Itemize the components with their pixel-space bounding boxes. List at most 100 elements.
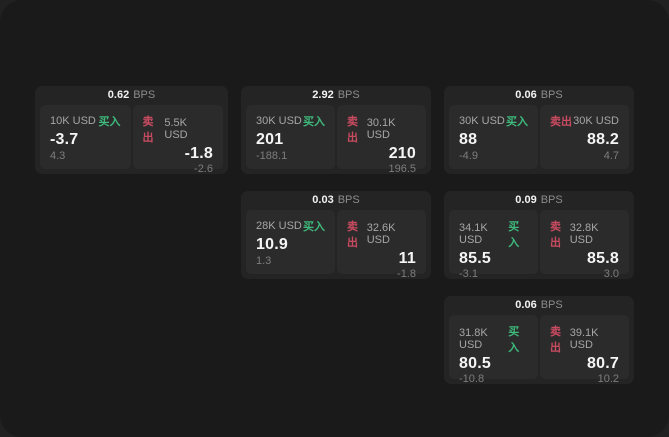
buy-pane-top: 31.8K USD 买入 [459, 323, 528, 355]
buy-price: 201 [256, 130, 284, 148]
sell-amount: 32.8K USD [569, 222, 599, 246]
sell-label: 卖出 [142, 116, 154, 144]
sell-pane[interactable]: 卖出 32.6K USD 11 -1.8 [337, 210, 426, 280]
sell-delta: 196.5 [388, 163, 416, 175]
quote-body: 31.8K USD 买入 80.5 -10.8 卖出 39.1K USD 80.… [449, 315, 629, 385]
bps-value: 0.06 [515, 299, 537, 311]
quote-card: 0.06 BPS 31.8K USD 买入 80.5 -10.8 卖出 39.1… [444, 296, 634, 385]
buy-price: 10.9 [256, 235, 288, 253]
sell-pane[interactable]: 卖出 39.1K USD 80.7 10.2 [540, 315, 629, 385]
buy-label: 买入 [508, 326, 520, 354]
bps-unit-label: BPS [337, 89, 360, 101]
sell-amount: 5.5K USD [164, 117, 188, 141]
buy-delta: -3.1 [459, 268, 478, 280]
sell-pane-top: 卖出 39.1K USD [550, 323, 619, 355]
sell-label: 卖出 [347, 116, 358, 144]
quote-card: 0.03 BPS 28K USD 买入 10.9 1.3 卖出 32.6K US… [241, 191, 431, 280]
buy-pane[interactable]: 31.8K USD 买入 80.5 -10.8 [449, 315, 538, 385]
buy-delta: -10.8 [459, 373, 485, 385]
sell-delta: -1.8 [397, 268, 416, 280]
sell-price: 88.2 [587, 130, 619, 148]
sell-label: 卖出 [550, 221, 561, 249]
buy-delta: 4.3 [50, 150, 66, 162]
quote-card: 0.06 BPS 30K USD 买入 88 -4.9 卖出 30K USD 8… [444, 86, 634, 174]
bps-unit-label: BPS [540, 194, 563, 206]
sell-delta: 3.0 [603, 268, 619, 280]
buy-label: 买入 [98, 116, 121, 128]
buy-pane-top: 34.1K USD 买入 [459, 218, 528, 250]
bps-header: 0.03 BPS [246, 191, 426, 210]
quote-body: 10K USD 买入 -3.7 4.3 卖出 5.5K USD -1.8 -2.… [40, 105, 223, 175]
buy-pane-top: 10K USD 买入 [50, 113, 121, 129]
quote-card: 0.09 BPS 34.1K USD 买入 85.5 -3.1 卖出 32.8K… [444, 191, 634, 280]
buy-amount: 28K USD [256, 220, 302, 232]
sell-amount: 30K USD [573, 115, 619, 127]
sell-pane-top: 卖出 30K USD [550, 113, 619, 129]
bps-value: 0.06 [515, 89, 537, 101]
bps-value: 0.62 [107, 89, 130, 101]
buy-pane-top: 30K USD 买入 [459, 113, 528, 129]
sell-label: 卖出 [347, 221, 358, 249]
buy-label: 买入 [303, 116, 325, 128]
sell-amount: 32.6K USD [366, 222, 396, 246]
buy-delta: 1.3 [256, 255, 272, 267]
buy-pane[interactable]: 34.1K USD 买入 85.5 -3.1 [449, 210, 538, 280]
quote-card: 2.92 BPS 30K USD 买入 201 -188.1 卖出 30.1K … [241, 86, 431, 175]
buy-amount: 10K USD [50, 115, 96, 127]
buy-price: 88 [459, 130, 478, 148]
sell-amount: 39.1K USD [569, 327, 599, 351]
bps-header: 0.09 BPS [449, 191, 629, 210]
sell-pane-top: 卖出 32.6K USD [347, 218, 416, 250]
buy-delta: -4.9 [459, 150, 478, 162]
quote-body: 34.1K USD 买入 85.5 -3.1 卖出 32.8K USD 85.8… [449, 210, 629, 280]
bps-value: 0.03 [312, 194, 334, 206]
buy-pane[interactable]: 30K USD 买入 201 -188.1 [246, 105, 335, 169]
buy-label: 买入 [506, 116, 528, 128]
buy-price: -3.7 [50, 130, 79, 148]
quote-grid: 0.62 BPS 10K USD 买入 -3.7 4.3 卖出 5.5K USD… [35, 86, 634, 385]
bps-header: 2.92 BPS [246, 86, 426, 105]
buy-amount: 31.8K USD [459, 327, 488, 351]
buy-amount: 30K USD [459, 115, 505, 127]
sell-pane[interactable]: 卖出 32.8K USD 85.8 3.0 [540, 210, 629, 280]
sell-delta: 10.2 [597, 373, 619, 385]
sell-pane-top: 卖出 30.1K USD [347, 113, 416, 145]
buy-pane[interactable]: 30K USD 买入 88 -4.9 [449, 105, 538, 169]
bps-header: 0.06 BPS [449, 86, 629, 105]
sell-price: 80.7 [587, 355, 619, 372]
buy-price: 85.5 [459, 250, 491, 267]
buy-delta: -188.1 [256, 150, 288, 162]
quote-card: 0.62 BPS 10K USD 买入 -3.7 4.3 卖出 5.5K USD… [35, 86, 228, 175]
sell-price: -1.8 [184, 145, 213, 162]
quote-body: 28K USD 买入 10.9 1.3 卖出 32.6K USD 11 -1.8 [246, 210, 426, 280]
bps-value: 2.92 [312, 89, 334, 101]
buy-pane-top: 30K USD 买入 [256, 113, 325, 129]
buy-pane[interactable]: 28K USD 买入 10.9 1.3 [246, 210, 335, 274]
buy-label: 买入 [303, 221, 325, 233]
bps-unit-label: BPS [133, 89, 156, 101]
sell-pane[interactable]: 卖出 30K USD 88.2 4.7 [540, 105, 629, 169]
sell-delta: 4.7 [603, 150, 619, 162]
buy-pane[interactable]: 10K USD 买入 -3.7 4.3 [40, 105, 131, 169]
buy-label: 买入 [508, 221, 520, 249]
sell-pane-top: 卖出 5.5K USD [143, 113, 214, 145]
quote-body: 30K USD 买入 201 -188.1 卖出 30.1K USD 210 1… [246, 105, 426, 175]
sell-pane[interactable]: 卖出 30.1K USD 210 196.5 [337, 105, 426, 175]
bps-header: 0.06 BPS [449, 296, 629, 315]
bps-unit-label: BPS [337, 194, 360, 206]
buy-pane-top: 28K USD 买入 [256, 218, 325, 234]
quote-body: 30K USD 买入 88 -4.9 卖出 30K USD 88.2 4.7 [449, 105, 629, 169]
bps-unit-label: BPS [540, 299, 563, 311]
buy-price: 80.5 [459, 355, 491, 372]
sell-pane[interactable]: 卖出 5.5K USD -1.8 -2.6 [132, 105, 223, 175]
sell-price: 11 [398, 250, 416, 267]
sell-delta: -2.6 [194, 163, 213, 175]
sell-label: 卖出 [550, 326, 561, 354]
sell-price: 210 [388, 145, 416, 162]
bps-header: 0.62 BPS [40, 86, 223, 105]
sell-label: 卖出 [550, 116, 572, 128]
sell-amount: 30.1K USD [366, 117, 396, 141]
buy-amount: 30K USD [256, 115, 302, 127]
bps-unit-label: BPS [540, 89, 563, 101]
sell-price: 85.8 [587, 250, 619, 267]
